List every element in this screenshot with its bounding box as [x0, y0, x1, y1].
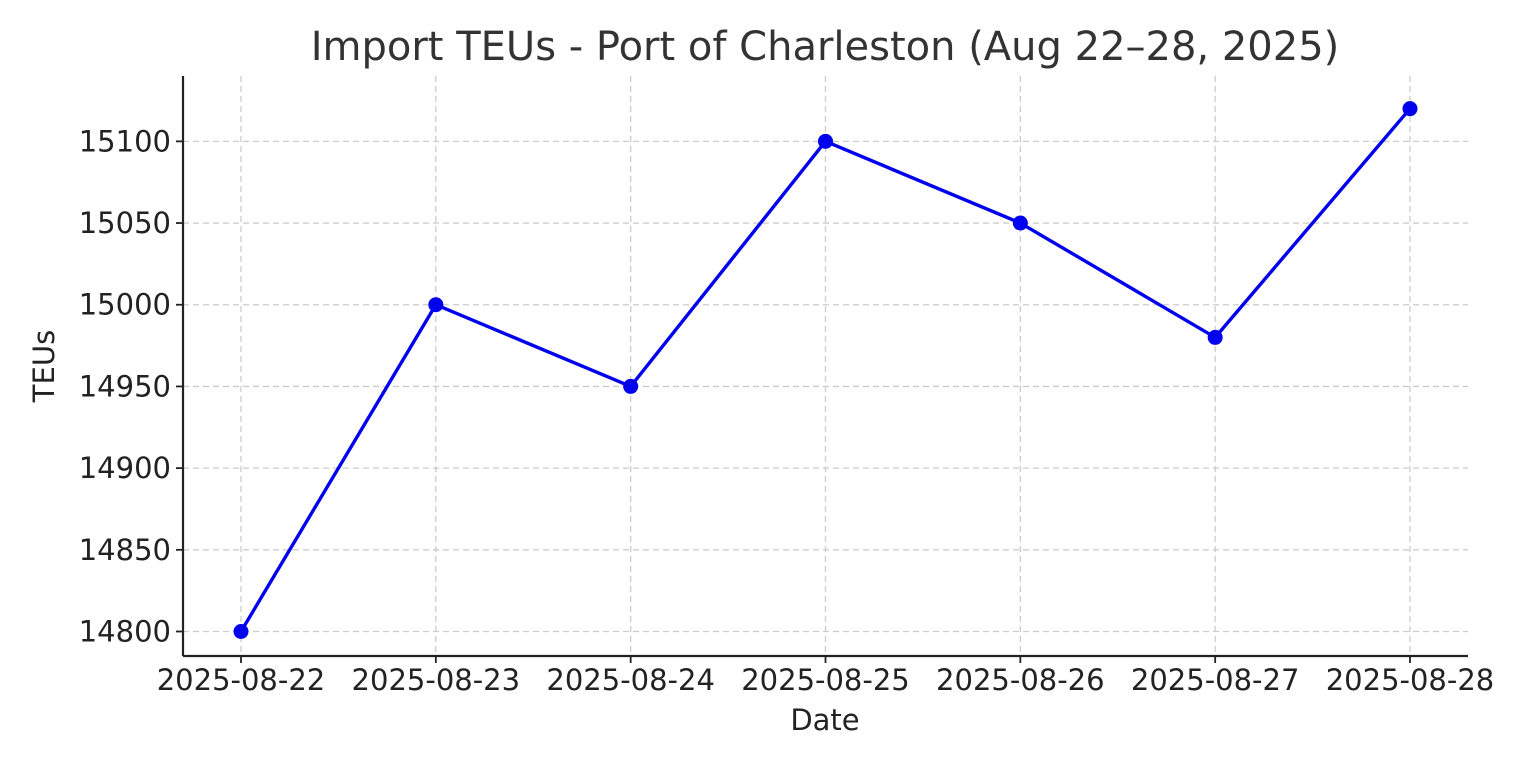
y-tick-label: 14950: [79, 369, 171, 403]
y-tick-label: 15050: [79, 206, 171, 240]
x-tick-label: 2025-08-22: [157, 663, 326, 697]
data-point: [1207, 329, 1223, 345]
data-point: [233, 623, 249, 639]
y-tick-label: 15100: [79, 124, 171, 158]
grid-lines: [183, 76, 1468, 656]
data-point: [428, 297, 444, 313]
y-tick-label: 14900: [79, 451, 171, 485]
y-tick-label: 15000: [79, 288, 171, 322]
data-point: [818, 133, 833, 149]
y-tick-label: 14850: [79, 533, 171, 567]
x-tick-label: 2025-08-24: [546, 663, 715, 697]
x-tick-label: 2025-08-23: [352, 663, 521, 697]
x-axis-label: Date: [790, 703, 859, 737]
x-tick-label: 2025-08-27: [1131, 663, 1300, 697]
data-series: [233, 101, 1418, 639]
y-axis-label: TEUs: [27, 330, 61, 403]
x-tick-label: 2025-08-28: [1326, 663, 1495, 697]
x-tick-label: 2025-08-26: [936, 663, 1105, 697]
data-point: [1402, 101, 1418, 117]
x-tick-label: 2025-08-25: [741, 663, 910, 697]
data-point: [623, 378, 639, 394]
chart-title: Import TEUs - Port of Charleston (Aug 22…: [311, 24, 1340, 70]
y-tick-labels: 14800 14850 14900 14950 15000 15050 15100: [79, 124, 183, 648]
x-tick-labels: 2025-08-22 2025-08-23 2025-08-24 2025-08-25…: [157, 656, 1495, 697]
data-point: [1012, 215, 1028, 231]
y-tick-label: 14800: [79, 614, 171, 648]
